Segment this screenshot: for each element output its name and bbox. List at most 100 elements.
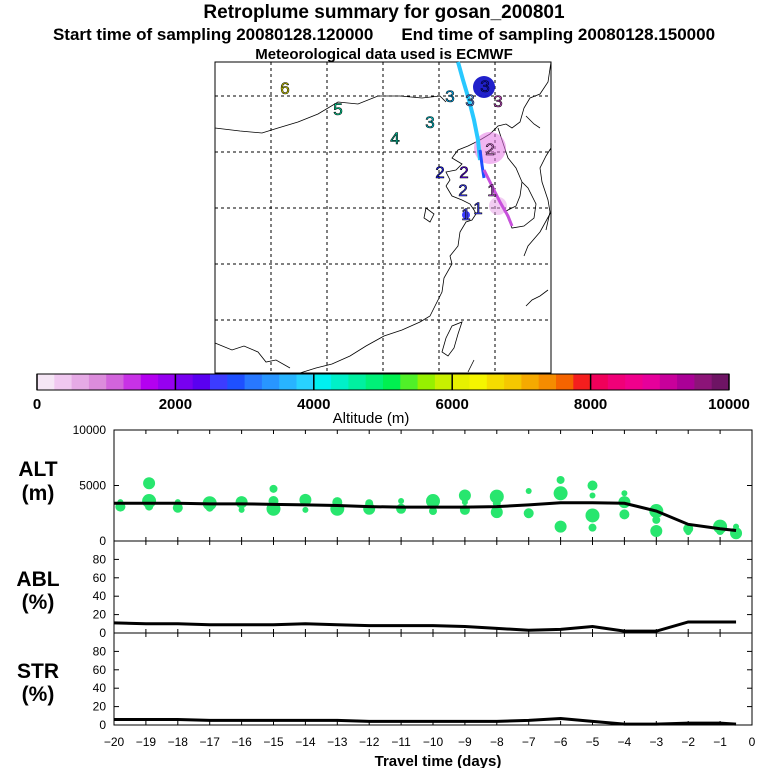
colorbar-cell [607,374,626,390]
x-tick-label: −3 [649,735,663,749]
colorbar-cell [158,374,176,390]
scatter-point [426,494,440,509]
colorbar-tick-label: 8000 [574,396,607,413]
colorbar-cell [556,374,574,390]
y-tick-label: 0 [99,626,106,640]
scatter-point [525,488,532,495]
scatter-point [585,508,600,523]
y-tick-label: 60 [93,663,107,677]
x-tick-label: −19 [136,735,157,749]
colorbar-cell [192,374,211,390]
colorbar-cell [227,374,246,390]
x-tick-label: −20 [104,735,125,749]
colorbar-tick-label: 10000 [708,396,750,413]
colorbar-cell [261,374,280,390]
x-tick-label: −1 [713,735,727,749]
day-marker: 2 [458,181,467,200]
x-tick-label: −7 [522,735,536,749]
colorbar-cell [417,374,436,390]
timeseries-panels: 0500010000ALT(m)020406080ABL(%)020406080… [16,423,755,749]
colorbar-cell [711,374,730,390]
panel-label: ALT [18,458,57,481]
scatter-point [172,502,183,513]
colorbar-cell [365,374,384,390]
colorbar-cell [694,374,713,390]
series-line [114,717,737,726]
day-marker: 3 [493,92,502,111]
colorbar-cell [659,374,678,390]
scatter-point [458,489,471,502]
x-tick-label: −6 [554,735,568,749]
y-tick-label: 10000 [73,423,107,437]
scatter-point [554,520,567,533]
scatter-point [589,492,596,499]
colorbar-cell [54,374,73,390]
colorbar-cell [486,374,505,390]
colorbar-cell [383,374,401,390]
x-tick-label: −15 [263,735,284,749]
x-tick-label: −16 [231,735,252,749]
colorbar-cell [521,374,540,390]
panel-unit: (%) [22,591,55,614]
colorbar-cell [296,374,315,390]
map-grid [215,62,551,373]
day-marker: 2 [459,163,468,182]
day-marker: 3 [425,113,434,132]
x-tick-label: −11 [391,735,411,749]
end-time: End time of sampling 20080128.150000 [401,25,716,44]
x-tick-label: −13 [327,735,348,749]
colorbar-tick-label: 2000 [159,396,192,413]
colorbar-cell [279,374,297,390]
x-tick-label: −10 [423,735,444,749]
day-marker: 2 [485,140,494,159]
scatter-point [556,475,565,484]
plume-tracks [456,61,514,227]
colorbar-tick-label: 0 [33,396,41,413]
start-time: Start time of sampling 20080128.120000 [52,25,374,44]
scatter-point [553,486,568,501]
panel-label: STR [17,660,59,683]
altitude-colorbar: 0 2000 4000 6000 8000 10000 Altitude (m) [33,373,750,427]
sampling-times: Start time of sampling 20080128.120000 En… [0,25,768,45]
scatter-point [363,502,376,515]
y-tick-label: 80 [93,644,107,658]
chart-title: Retroplume summary for gosan_200801 [203,2,565,23]
scatter-point [299,493,312,506]
x-tick-label: −14 [295,735,316,749]
day-marker: 3 [445,87,454,106]
colorbar-cell [642,374,661,390]
colorbar-cell [434,374,453,390]
panel-unit: (%) [22,683,55,706]
scatter-point [683,523,694,534]
colorbar-cell [106,374,124,390]
scatter-point [302,506,309,513]
x-tick-label: −9 [458,735,472,749]
scatter-point [429,507,437,516]
colorbar-cell [677,374,695,390]
colorbar-cell [331,374,349,390]
colorbar-cell [400,374,419,390]
scatter-point [205,503,214,512]
scatter-point [143,477,156,490]
y-tick-label: 0 [99,718,106,732]
day-marker: 1 [461,205,470,224]
day-marker: 3 [480,77,489,96]
day-marker: 3 [465,91,474,110]
y-tick-label: 60 [93,571,107,585]
scatter-point [269,484,278,493]
panel-label: ABL [16,568,59,591]
colorbar-cell [88,374,107,390]
y-tick-label: 40 [93,589,107,603]
scatter-point [588,523,597,532]
colorbar-cell [123,374,142,390]
y-tick-label: 80 [93,552,107,566]
scatter-point [621,490,628,497]
panel-frame [113,429,753,542]
x-tick-label: −5 [586,735,600,749]
colorbar-cell [469,374,488,390]
scatter-point [490,506,503,519]
colorbar-cell [573,374,592,390]
